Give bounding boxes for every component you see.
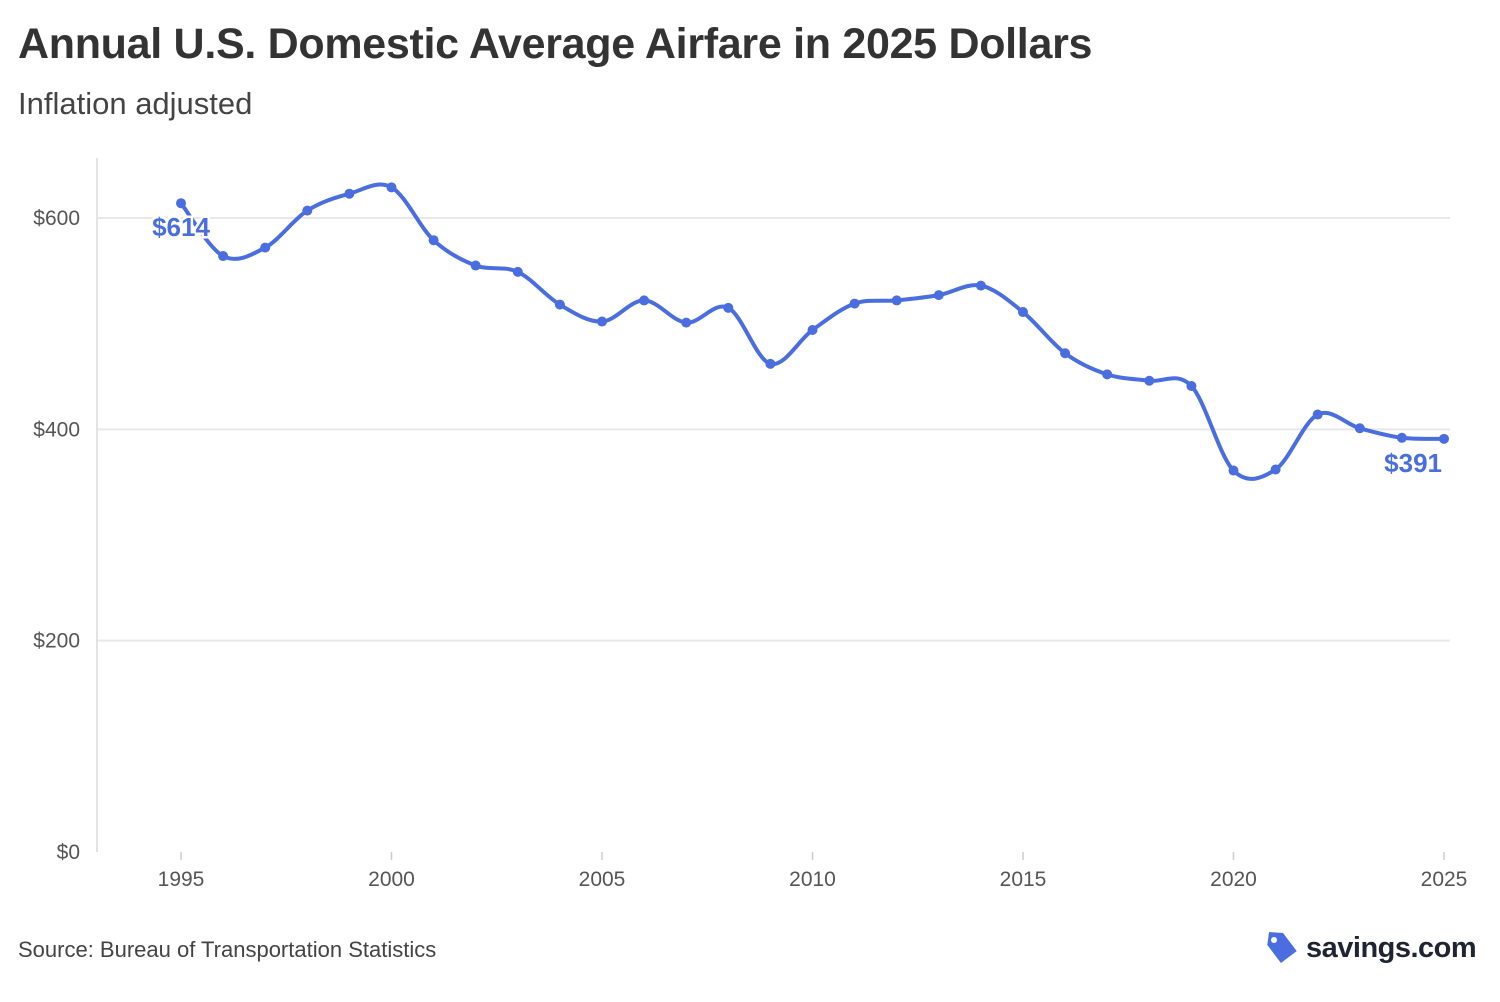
x-tick-label: 2025: [1421, 868, 1468, 891]
data-point: [723, 302, 734, 313]
chart-subtitle: Inflation adjusted: [18, 86, 253, 121]
data-point: [765, 358, 776, 369]
data-point: [1228, 465, 1239, 476]
data-point: [218, 251, 229, 262]
data-point: [260, 242, 271, 253]
data-point: [428, 235, 439, 246]
savings-logo[interactable]: savings.com: [1264, 930, 1477, 966]
x-tick-label: 2010: [789, 868, 836, 891]
data-point: [386, 182, 397, 193]
x-tick-label: 2000: [368, 868, 415, 891]
y-tick-label: $600: [33, 207, 80, 230]
data-point: [849, 298, 860, 309]
data-point: [1018, 307, 1028, 318]
gridlines: [97, 217, 1450, 642]
data-label: $614: [152, 212, 210, 242]
x-axis-ticks: 1995 2000 2005 2010 2015 2020 2025: [158, 852, 1468, 891]
price-tag-icon: [1267, 932, 1297, 963]
data-point: [1396, 432, 1407, 443]
data-labels: $614 $391: [150, 210, 1445, 481]
y-tick-label: $0: [57, 841, 80, 864]
x-tick-label: 2015: [1000, 868, 1047, 891]
y-axis-ticks: $0 $200 $400 $600: [33, 207, 80, 864]
data-point: [302, 205, 313, 216]
x-tick-label: 1995: [158, 868, 205, 891]
data-point: [597, 316, 607, 327]
data-point: [1439, 433, 1449, 444]
data-point: [1144, 375, 1155, 386]
data-point: [344, 188, 355, 199]
data-point: [933, 290, 944, 301]
x-tick-label: 2020: [1210, 868, 1257, 891]
data-point: [1186, 381, 1197, 392]
data-point: [554, 299, 565, 310]
data-point: [681, 317, 692, 328]
data-point: [1102, 369, 1113, 380]
x-tick-label: 2005: [579, 868, 626, 891]
y-tick-label: $400: [33, 418, 80, 441]
y-tick-label: $200: [33, 630, 80, 653]
chart-title: Annual U.S. Domestic Average Airfare in …: [18, 20, 1093, 68]
data-point: [639, 295, 650, 306]
data-point: [470, 260, 481, 271]
data-point: [891, 295, 902, 306]
data-point: [807, 325, 818, 336]
data-point: [176, 198, 186, 209]
data-points: [176, 182, 1449, 476]
data-point: [975, 280, 986, 291]
data-label: $391: [1384, 448, 1442, 478]
data-point: [512, 266, 523, 277]
data-point: [1060, 348, 1071, 359]
data-point: [1354, 423, 1365, 434]
source-note: Source: Bureau of Transportation Statist…: [18, 937, 437, 962]
logo-text: savings.com: [1306, 931, 1477, 964]
data-point: [1312, 409, 1323, 420]
data-point: [1270, 464, 1281, 475]
